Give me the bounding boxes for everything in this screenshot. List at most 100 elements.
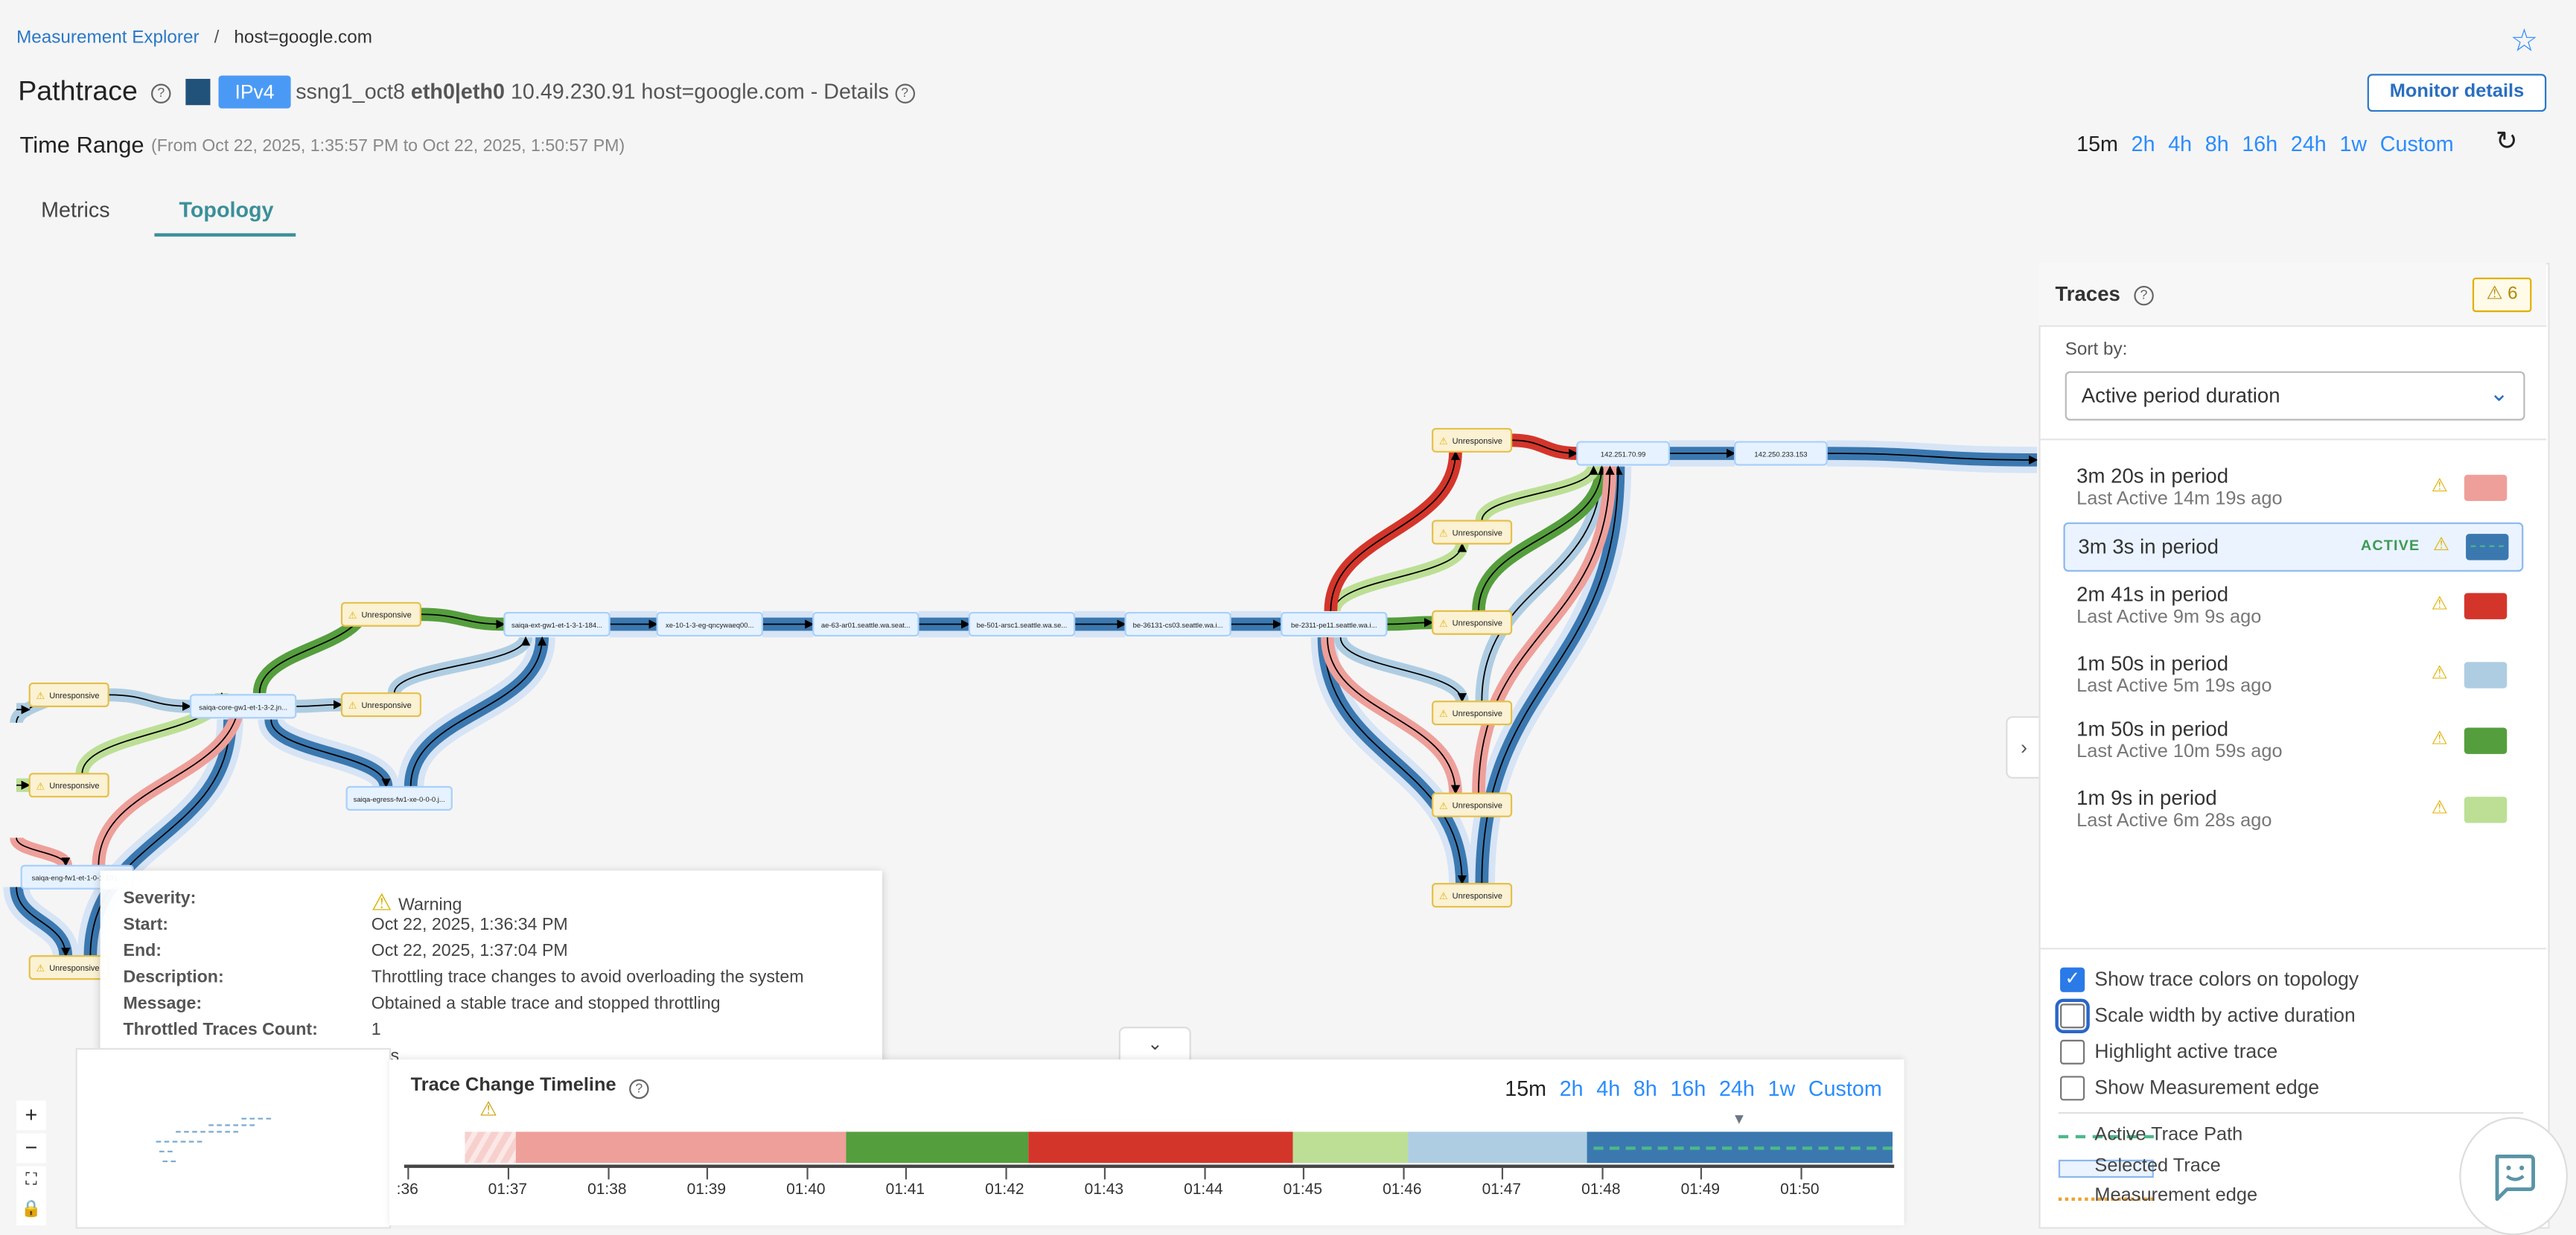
favorite-star-icon[interactable]: ☆ bbox=[2510, 25, 2539, 60]
warning-count-badge[interactable]: ⚠ 6 bbox=[2472, 277, 2532, 313]
timeline-tick-label: :36 bbox=[396, 1181, 418, 1199]
range-option-24h[interactable]: 24h bbox=[1719, 1076, 1755, 1101]
throttle-warning-icon[interactable]: ⚠ bbox=[479, 1097, 497, 1120]
legend-selected-trace-swatch bbox=[2058, 1159, 2154, 1178]
collapse-panel-chevron-icon[interactable]: › bbox=[2006, 716, 2042, 779]
node-label: Unresponsive bbox=[49, 692, 99, 701]
feedback-button[interactable] bbox=[2459, 1117, 2568, 1235]
hop-node[interactable]: be-36131-cs03.seattle.wa.i... bbox=[1124, 611, 1231, 637]
zoom-out-button[interactable]: − bbox=[16, 1133, 46, 1164]
tab-metrics[interactable]: Metrics bbox=[41, 197, 110, 222]
trace-item[interactable]: 1m 50s in period Last Active 10m 59s ago ⚠ bbox=[2063, 713, 2519, 769]
traces-help-icon[interactable]: ? bbox=[2134, 285, 2154, 306]
node-label: Unresponsive bbox=[1453, 802, 1502, 811]
range-option-custom[interactable]: Custom bbox=[1808, 1076, 1882, 1101]
checkbox-show-trace-colors-on-topology[interactable]: ✓ bbox=[2060, 967, 2085, 992]
hop-node[interactable]: be-501-arsc1.seattle.wa.se... bbox=[968, 611, 1076, 637]
range-option-16h[interactable]: 16h bbox=[2242, 131, 2278, 156]
divider bbox=[2038, 438, 2547, 441]
sort-by-select[interactable]: Active period duration ⌄ bbox=[2065, 371, 2525, 421]
hop-node[interactable]: ae-63-ar01.seattle.wa.seat... bbox=[812, 611, 919, 637]
breadcrumb-measurement-explorer[interactable]: Measurement Explorer bbox=[16, 28, 200, 48]
timeline-tick-label: 01:43 bbox=[1084, 1181, 1124, 1199]
range-option-15m[interactable]: 15m bbox=[1505, 1076, 1547, 1101]
timeline-segment[interactable] bbox=[464, 1132, 516, 1164]
range-option-2h[interactable]: 2h bbox=[1559, 1076, 1584, 1101]
range-option-24h[interactable]: 24h bbox=[2290, 131, 2327, 156]
unresponsive-node[interactable]: ⚠ Unresponsive bbox=[1432, 427, 1513, 453]
range-option-1w[interactable]: 1w bbox=[2339, 131, 2368, 156]
trace-item[interactable]: 1m 50s in period Last Active 5m 19s ago ⚠ bbox=[2063, 647, 2519, 703]
unresponsive-node[interactable]: ⚠ Unresponsive bbox=[340, 692, 421, 718]
monitor-details-button[interactable]: Monitor details bbox=[2367, 74, 2547, 112]
range-option-16h[interactable]: 16h bbox=[1670, 1076, 1706, 1101]
checkbox-scale-width-by-active-duration[interactable] bbox=[2055, 998, 2090, 1033]
collapse-timeline-chevron-icon[interactable]: ⌄ bbox=[1118, 1027, 1191, 1063]
lock-icon[interactable]: 🔒 bbox=[16, 1196, 46, 1226]
timeline-segment[interactable] bbox=[1027, 1132, 1293, 1164]
warning-icon: ⚠ bbox=[1439, 708, 1448, 719]
refresh-icon[interactable]: ↻ bbox=[2495, 128, 2518, 156]
checkbox-show-measurement-edge[interactable] bbox=[2060, 1076, 2085, 1101]
hop-node[interactable]: 142.250.233.153 bbox=[1734, 441, 1828, 466]
trace-item[interactable]: 2m 41s in period Last Active 9m 9s ago ⚠ bbox=[2063, 578, 2519, 634]
hop-node[interactable]: saiqa-core-gw1-et-1-3-2.jn... bbox=[189, 694, 297, 719]
unresponsive-node[interactable]: ⚠ Unresponsive bbox=[28, 955, 109, 980]
trace-item[interactable]: 3m 20s in period Last Active 14m 19s ago ⚠ bbox=[2063, 460, 2519, 516]
unresponsive-node[interactable]: ⚠ Unresponsive bbox=[1432, 520, 1513, 545]
trace-item[interactable]: 3m 3s in period ACTIVE ⚠ bbox=[2063, 522, 2524, 572]
range-option-1w[interactable]: 1w bbox=[1767, 1076, 1796, 1101]
unresponsive-node[interactable]: ⚠ Unresponsive bbox=[28, 773, 109, 798]
tooltip-value-text: Throttling trace changes to avoid overlo… bbox=[371, 967, 804, 988]
trace-color-swatch bbox=[2464, 797, 2508, 823]
unresponsive-node[interactable]: ⚠ Unresponsive bbox=[28, 682, 109, 707]
warning-icon: ⚠ bbox=[2431, 476, 2448, 497]
time-range-options: 15m 2h 4h 8h 16h 24h 1w Custom bbox=[2063, 130, 2453, 159]
timeline-cursor-marker[interactable]: ▼ bbox=[1732, 1110, 1747, 1127]
hop-node[interactable]: xe-10-1-3-eg-qncywaeq00... bbox=[656, 611, 763, 637]
timeline-segment[interactable] bbox=[1587, 1132, 1893, 1164]
details-help-icon[interactable]: ? bbox=[894, 83, 915, 103]
unresponsive-node[interactable]: ⚠ Unresponsive bbox=[1432, 883, 1513, 908]
unresponsive-node[interactable]: ⚠ Unresponsive bbox=[340, 601, 421, 627]
timeline-tick-label: 01:42 bbox=[985, 1181, 1024, 1199]
trace-edge-arrow bbox=[1478, 465, 1607, 611]
trace-edge-arrow bbox=[108, 694, 192, 712]
trace-duration: 1m 50s in period bbox=[2076, 652, 2229, 675]
tooltip-value: Oct 22, 2025, 1:37:04 PM bbox=[372, 941, 568, 960]
timeline-segment[interactable] bbox=[845, 1132, 1028, 1164]
timeline-segment[interactable] bbox=[1406, 1132, 1588, 1164]
help-icon[interactable]: ? bbox=[151, 83, 171, 104]
unresponsive-node[interactable]: ⚠ Unresponsive bbox=[1432, 701, 1513, 726]
trace-item[interactable]: 1m 9s in period Last Active 6m 28s ago ⚠ bbox=[2063, 782, 2519, 837]
node-label: xe-10-1-3-eg-qncywaeq00... bbox=[666, 622, 753, 630]
node-label: ae-63-ar01.seattle.wa.seat... bbox=[821, 622, 911, 630]
hop-node[interactable]: be-2311-pe11.seattle.wa.i... bbox=[1281, 611, 1388, 637]
tooltip-key: Severity: bbox=[123, 888, 197, 909]
range-option-15m[interactable]: 15m bbox=[2076, 131, 2118, 156]
unresponsive-node[interactable]: ⚠ Unresponsive bbox=[1432, 792, 1513, 817]
checkbox-highlight-active-trace[interactable] bbox=[2060, 1039, 2085, 1065]
trace-edge-arrow bbox=[1481, 465, 1598, 521]
active-tab-indicator bbox=[154, 233, 296, 237]
range-option-custom[interactable]: Custom bbox=[2379, 131, 2454, 156]
tooltip-key: End: bbox=[123, 941, 162, 961]
hop-node[interactable]: saiqa-ext-gw1-et-1-3-1-184... bbox=[503, 611, 610, 637]
node-label: Unresponsive bbox=[361, 611, 411, 620]
unresponsive-node[interactable]: ⚠ Unresponsive bbox=[1432, 610, 1513, 635]
minimap[interactable] bbox=[75, 1047, 392, 1229]
tab-topology[interactable]: Topology bbox=[179, 197, 274, 222]
topology-canvas[interactable]: ⚠ Unresponsive ⚠ Unresponsive saiqa-core-gw1… bbox=[0, 0, 2038, 1225]
range-option-8h[interactable]: 8h bbox=[2204, 131, 2229, 156]
range-option-8h[interactable]: 8h bbox=[1633, 1076, 1657, 1101]
hop-node[interactable]: 142.251.70.99 bbox=[1576, 441, 1671, 466]
range-option-4h[interactable]: 4h bbox=[1596, 1076, 1621, 1101]
range-option-2h[interactable]: 2h bbox=[2131, 131, 2155, 156]
hop-node[interactable]: saiqa-egress-fw1-xe-0-0-0.j... bbox=[345, 785, 453, 811]
timeline-segment[interactable] bbox=[515, 1132, 846, 1164]
timeline-help-icon[interactable]: ? bbox=[629, 1079, 649, 1100]
fit-view-icon[interactable]: ⛶ bbox=[16, 1166, 46, 1196]
timeline-segment[interactable] bbox=[1292, 1132, 1407, 1164]
range-option-4h[interactable]: 4h bbox=[2168, 131, 2193, 156]
zoom-in-button[interactable]: + bbox=[16, 1100, 46, 1131]
